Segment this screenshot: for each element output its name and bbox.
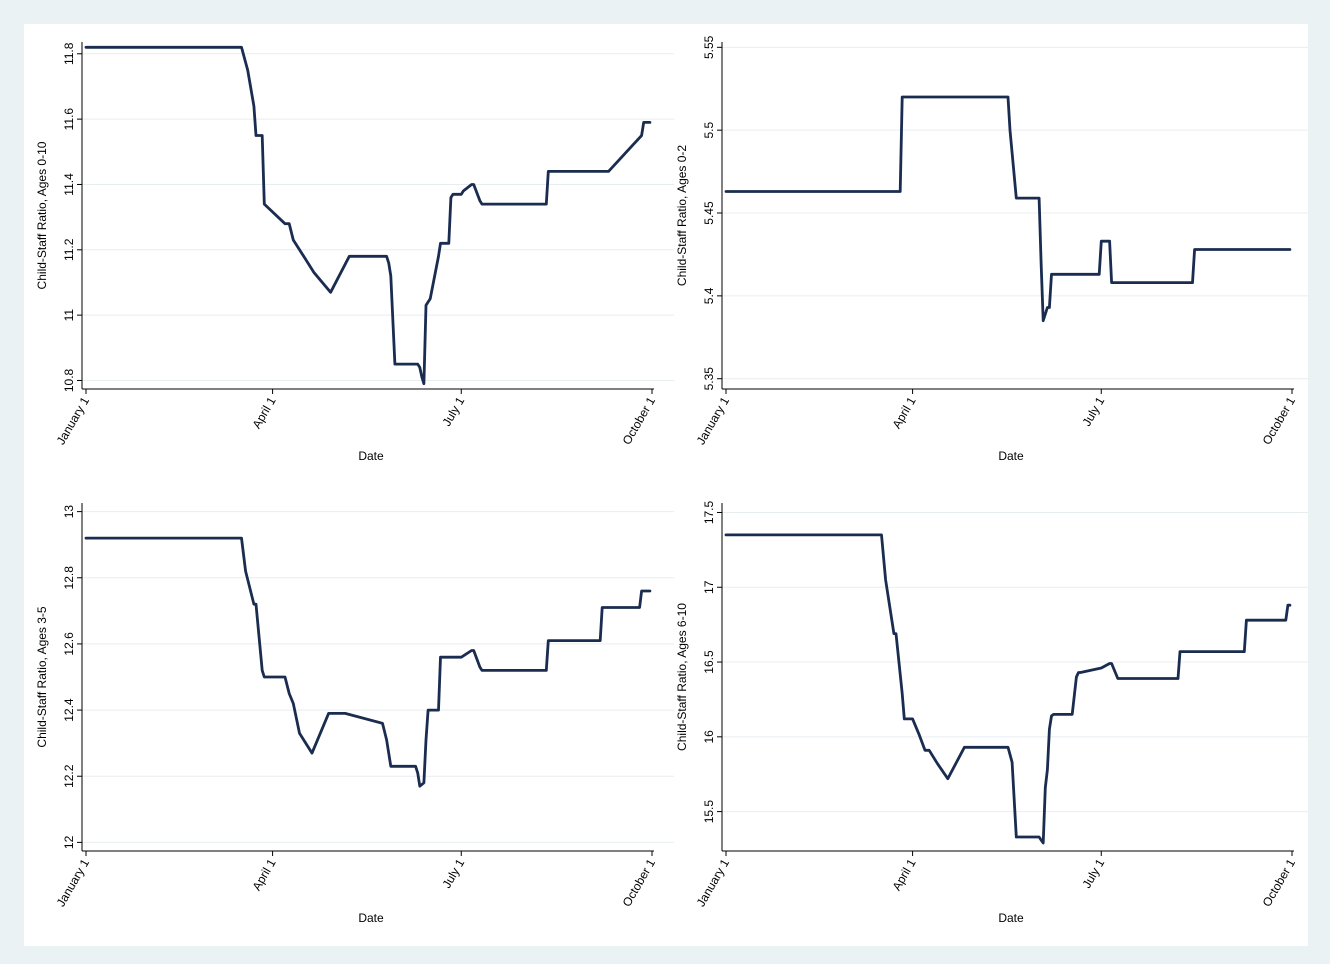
chart-panel-4: 15.5 16 16.5 17 17.5 January 1 April 1 July 1 Oc… — [675, 500, 1314, 925]
y-axis-title: Child-Staff Ratio, Ages 0-2 — [675, 145, 689, 287]
y-tick-label: 5.35 — [702, 367, 716, 391]
x-tick-label: July 1 — [1080, 856, 1108, 890]
y-tick-label: 11.8 — [62, 42, 76, 65]
x-tick-label: January 1 — [694, 856, 733, 909]
y-tick-label: 12.8 — [62, 566, 76, 590]
y-tick-label: 17 — [702, 580, 716, 594]
x-axis-title: Date — [998, 449, 1024, 463]
y-tick-label: 12 — [62, 835, 76, 849]
x-tick-label: October 1 — [620, 394, 659, 447]
y-axis-title: Child-Staff Ratio, Ages 3-5 — [35, 606, 49, 748]
series-line — [724, 533, 1292, 845]
x-tick-label: April 1 — [250, 394, 279, 431]
y-tick-label: 11.2 — [62, 238, 76, 261]
y-tick-label: 5.55 — [702, 35, 716, 59]
series-line — [84, 536, 652, 788]
y-tick-label: 12.2 — [62, 764, 76, 788]
chart-panel-3: 12 12.2 12.4 12.6 12.8 13 January 1 April 1 July… — [35, 503, 674, 925]
y-tick-label: 13 — [62, 505, 76, 519]
y-tick-label: 12.6 — [62, 632, 76, 656]
y-tick-label: 10.8 — [62, 368, 76, 392]
y-tick-label: 17.5 — [702, 500, 716, 524]
y-tick-label: 5.4 — [702, 287, 716, 304]
x-tick-label: January 1 — [54, 856, 93, 909]
chart-figure: 10.8 11 11.2 11.4 11.6 11.8 January 1 April 1 Ju… — [35, 35, 1314, 925]
x-axis-title: Date — [358, 911, 384, 925]
series-line — [84, 45, 652, 386]
y-tick-label: 15.5 — [702, 800, 716, 824]
y-tick-label: 16.5 — [702, 650, 716, 674]
y-tick-label: 11.6 — [62, 108, 76, 131]
x-tick-label: April 1 — [250, 856, 279, 893]
chart-panel-2: 5.35 5.4 5.45 5.5 5.55 January 1 April 1 July 1… — [675, 35, 1314, 463]
x-tick-label: July 1 — [440, 856, 468, 890]
x-tick-label: July 1 — [1080, 394, 1108, 428]
y-tick-label: 5.5 — [702, 122, 716, 139]
x-tick-label: July 1 — [440, 394, 468, 428]
series-line — [724, 95, 1292, 323]
y-axis-title: Child-Staff Ratio, Ages 6-10 — [675, 603, 689, 751]
figure: 10.8 11 11.2 11.4 11.6 11.8 January 1 April 1 Ju… — [24, 24, 1314, 946]
y-tick-label: 11.4 — [62, 173, 76, 196]
x-tick-label: January 1 — [54, 394, 93, 447]
y-tick-label: 11 — [62, 309, 76, 322]
x-axis-title: Date — [998, 911, 1024, 925]
y-axis-title: Child-Staff Ratio, Ages 0-10 — [35, 141, 49, 289]
y-tick-label: 16 — [702, 730, 716, 744]
x-tick-label: October 1 — [1260, 394, 1299, 447]
x-tick-label: October 1 — [1260, 856, 1299, 909]
x-tick-label: January 1 — [694, 394, 733, 447]
x-axis-title: Date — [358, 449, 384, 463]
x-tick-label: April 1 — [890, 856, 919, 893]
y-tick-label: 12.4 — [62, 698, 76, 722]
x-tick-label: October 1 — [620, 856, 659, 909]
chart-panel-1: 10.8 11 11.2 11.4 11.6 11.8 January 1 April 1 Ju… — [35, 42, 674, 463]
y-tick-label: 5.45 — [702, 201, 716, 225]
x-tick-label: April 1 — [890, 394, 919, 431]
